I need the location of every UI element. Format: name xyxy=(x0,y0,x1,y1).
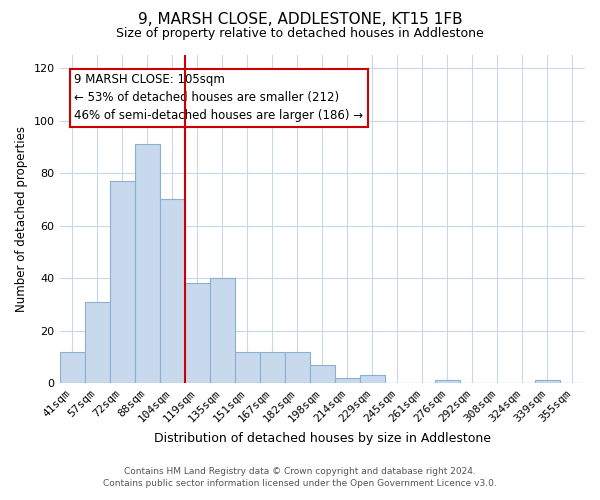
Text: Contains HM Land Registry data © Crown copyright and database right 2024.
Contai: Contains HM Land Registry data © Crown c… xyxy=(103,466,497,487)
Bar xyxy=(134,144,160,383)
Bar xyxy=(59,352,85,383)
X-axis label: Distribution of detached houses by size in Addlestone: Distribution of detached houses by size … xyxy=(154,432,491,445)
Bar xyxy=(260,352,285,383)
Bar xyxy=(535,380,560,383)
Bar xyxy=(160,200,185,383)
Bar xyxy=(285,352,310,383)
Bar xyxy=(185,284,209,383)
Bar xyxy=(435,380,460,383)
Bar xyxy=(335,378,360,383)
Bar xyxy=(209,278,235,383)
Text: Size of property relative to detached houses in Addlestone: Size of property relative to detached ho… xyxy=(116,28,484,40)
Bar xyxy=(235,352,260,383)
Bar xyxy=(85,302,110,383)
Bar xyxy=(310,364,335,383)
Bar xyxy=(360,375,385,383)
Text: 9 MARSH CLOSE: 105sqm
← 53% of detached houses are smaller (212)
46% of semi-det: 9 MARSH CLOSE: 105sqm ← 53% of detached … xyxy=(74,74,364,122)
Bar xyxy=(110,181,134,383)
Text: 9, MARSH CLOSE, ADDLESTONE, KT15 1FB: 9, MARSH CLOSE, ADDLESTONE, KT15 1FB xyxy=(137,12,463,28)
Y-axis label: Number of detached properties: Number of detached properties xyxy=(15,126,28,312)
